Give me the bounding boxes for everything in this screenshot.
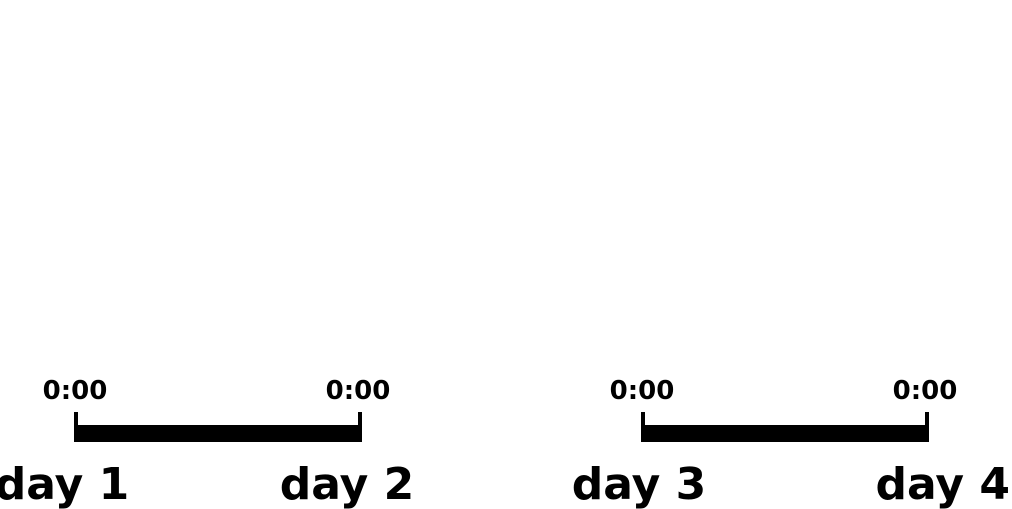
timeline-1-start-time: 0:00 [43,376,108,406]
timeline-2-end-day: day 4 [876,459,1010,509]
timeline-2: 0:00 0:00 day 3 day 4 [572,376,1010,509]
timeline-2-start-day: day 3 [572,459,706,509]
timeline-1: 0:00 0:00 day 1 day 2 [0,376,414,509]
timeline-1-end-time: 0:00 [326,376,391,406]
timeline-2-end-time: 0:00 [893,376,958,406]
timeline-1-bar [74,425,362,442]
timeline-1-start-day: day 1 [0,459,129,509]
timeline-1-end-day: day 2 [280,459,414,509]
timeline-2-start-time: 0:00 [610,376,675,406]
timeline-2-bar [641,425,929,442]
